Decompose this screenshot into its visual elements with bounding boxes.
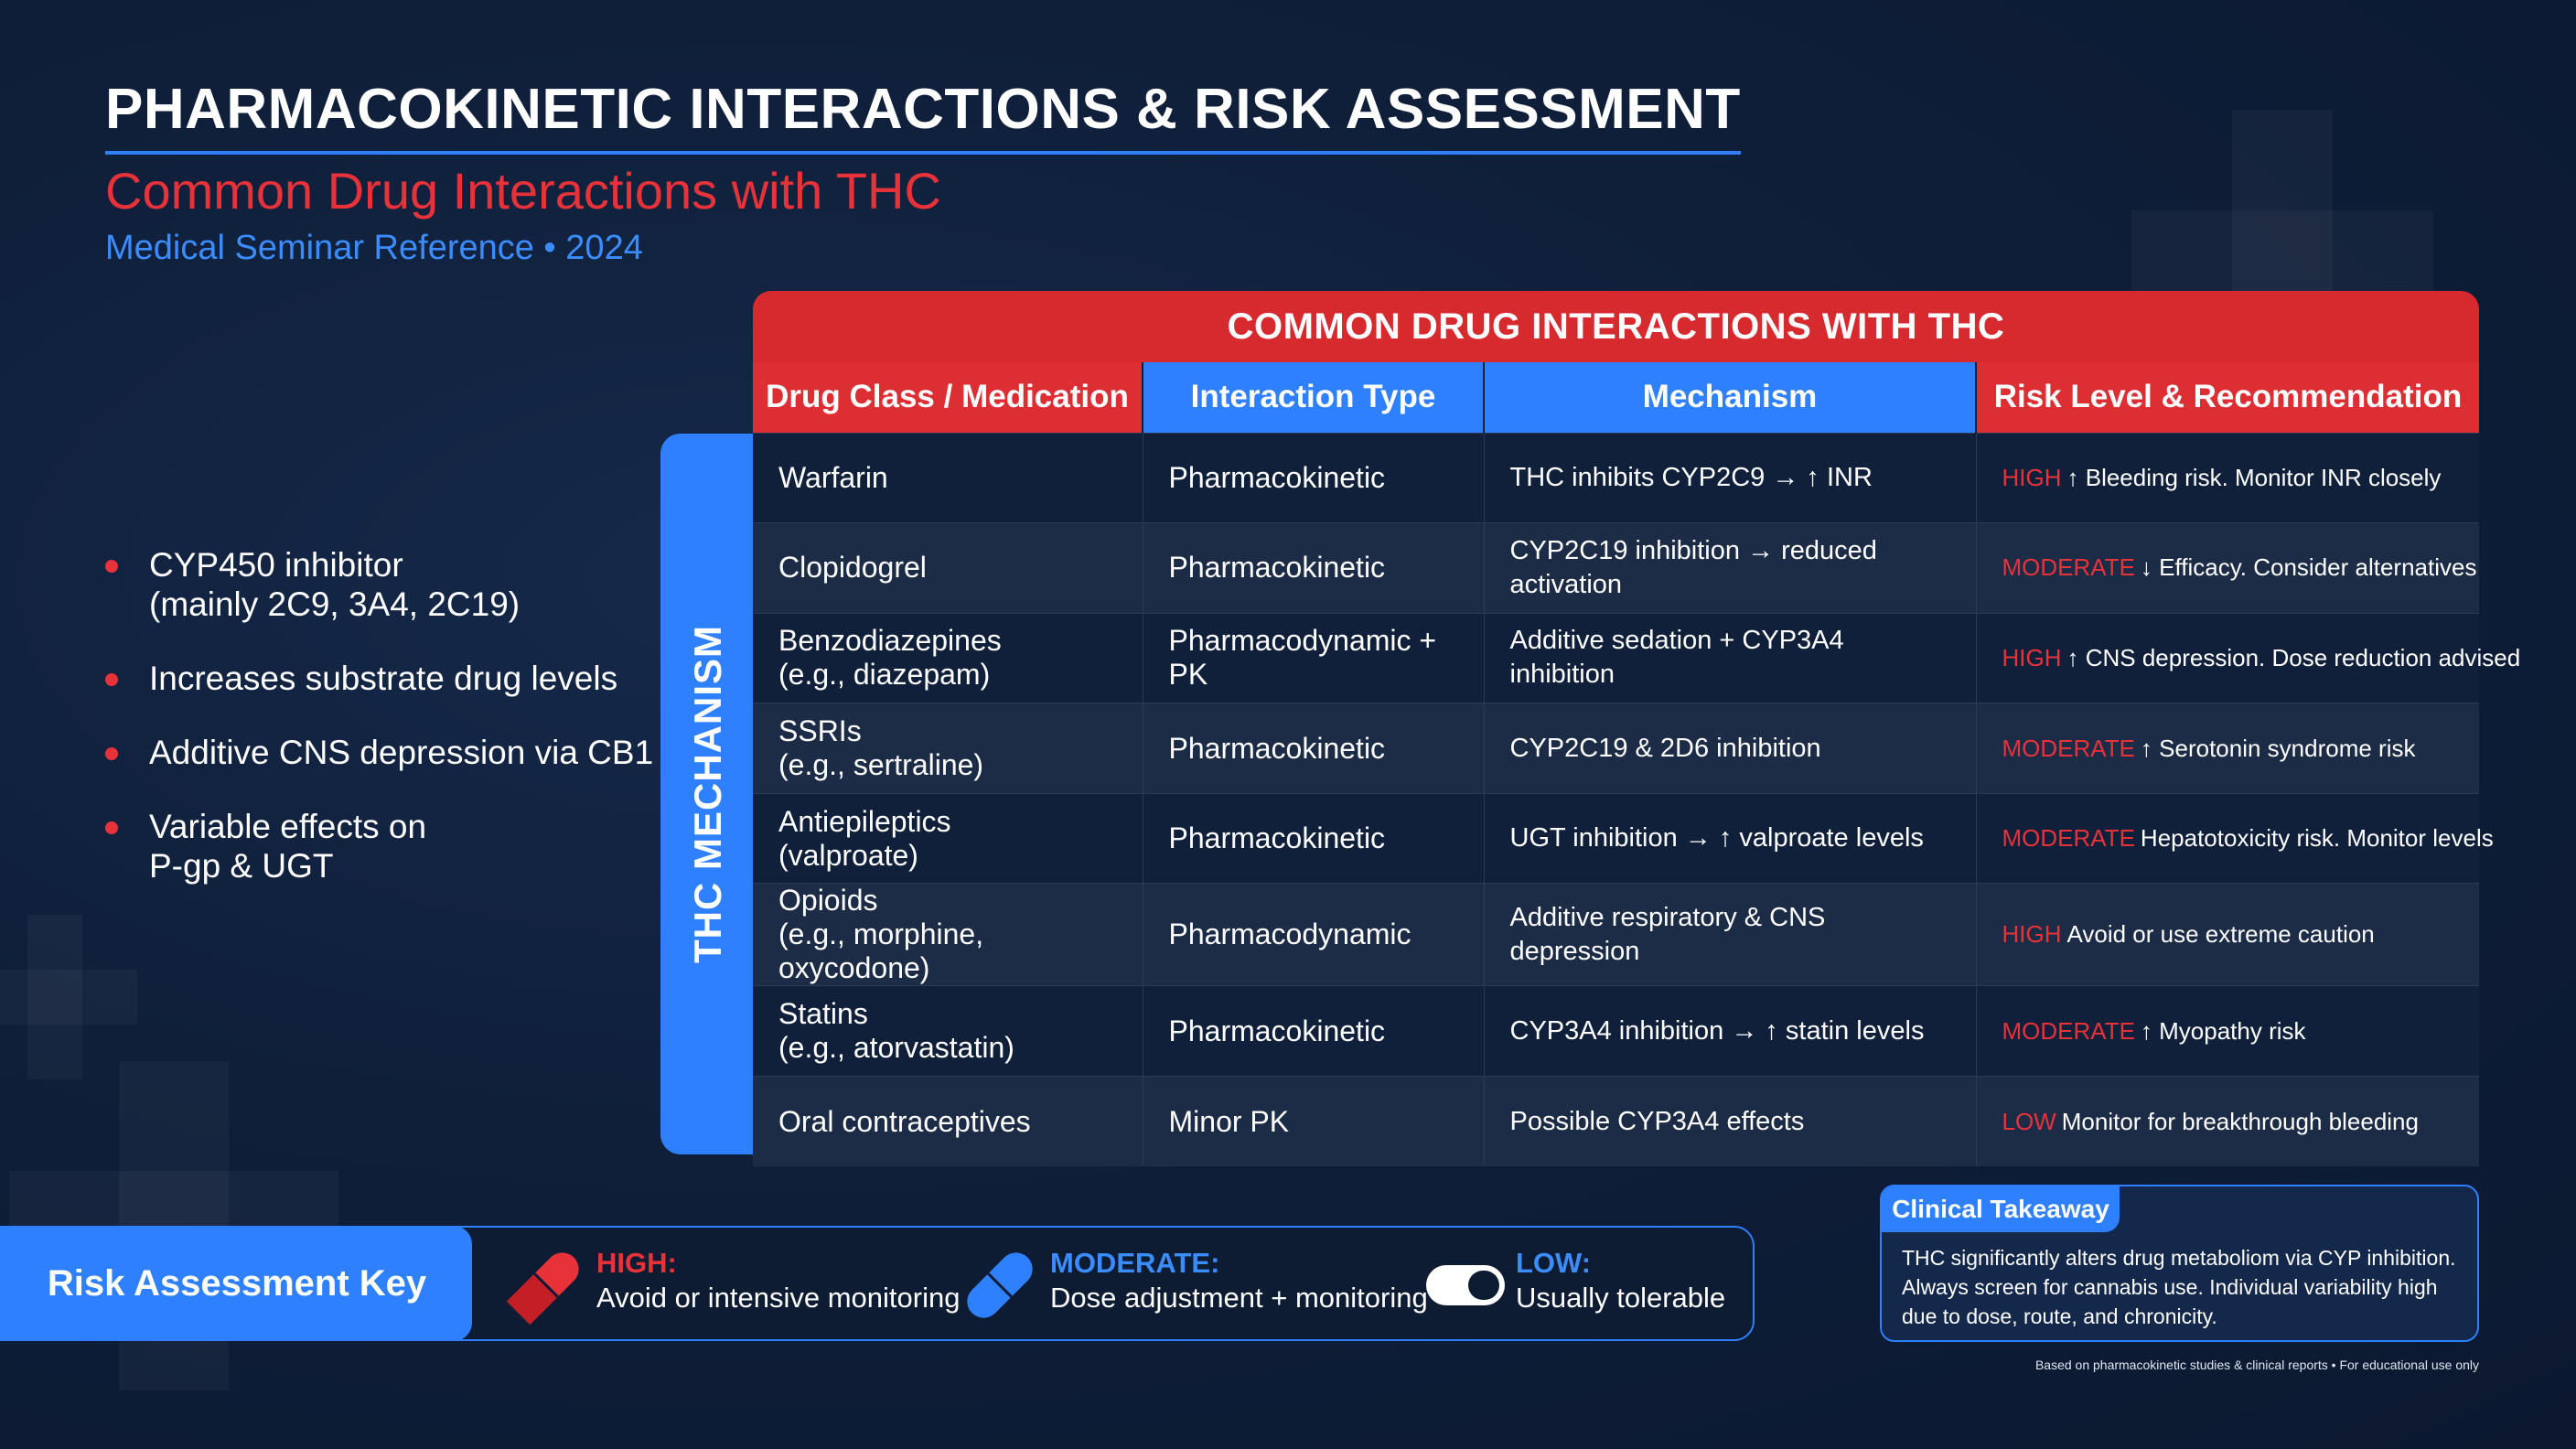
drug-cell: Oral contraceptives [753, 1076, 1143, 1167]
risk-recommendation: ↑ Myopathy risk [2140, 1016, 2306, 1045]
table-row: Oral contraceptives Minor PK Possible CY… [753, 1076, 2479, 1167]
table-row: Statins (e.g., atorvastatin) Pharmacokin… [753, 985, 2479, 1077]
table-row: Benzodiazepines (e.g., diazepam) Pharmac… [753, 612, 2520, 703]
interaction-type-cell: Pharmacodynamic [1143, 883, 1485, 986]
table-row: Warfarin Pharmacokinetic THC inhibits CY… [753, 432, 2479, 523]
interaction-type-cell: Pharmacokinetic [1143, 703, 1485, 794]
mechanism-cell: Additive respiratory & CNS depression [1484, 883, 1977, 986]
page-subtitle: Common Drug Interactions with THC [105, 162, 941, 220]
table-row: Opioids (e.g., morphine, oxycodone) Phar… [753, 883, 2479, 986]
page-title: PHARMACOKINETIC INTERACTIONS & RISK ASSE… [105, 77, 1741, 155]
mechanism-cell: CYP3A4 inhibition → ↑ statin levels [1484, 985, 1977, 1077]
mechanism-cell: Additive sedation + CYP3A4 inhibition [1484, 612, 1977, 703]
column-header-mechanism: Mechanism [1484, 362, 1977, 433]
drug-cell: Warfarin [753, 432, 1143, 523]
interaction-type-cell: Pharmacodynamic + PK [1143, 612, 1485, 703]
mechanism-cell: CYP2C19 & 2D6 inhibition [1484, 703, 1977, 794]
drug-cell: Antiepileptics (valproate) [753, 792, 1143, 884]
risk-level-label: MODERATE [2002, 734, 2135, 762]
column-header-interaction-type: Interaction Type [1143, 362, 1485, 433]
interaction-table: COMMON DRUG INTERACTIONS WITH THC Drug C… [753, 291, 2520, 1167]
background-cross [0, 970, 137, 1025]
risk-cell: LOW Monitor for breakthrough bleeding [1976, 1076, 2479, 1167]
table-row: Clopidogrel Pharmacokinetic CYP2C19 inhi… [753, 522, 2479, 614]
risk-level-label: MODERATE [2002, 1016, 2135, 1045]
mechanism-cell: CYP2C19 inhibition → reduced activation [1484, 522, 1977, 614]
thc-mechanism-side-label: THC MECHANISM [660, 434, 756, 1154]
risk-cell: MODERATE ↓ Efficacy. Consider alternative… [1976, 522, 2479, 614]
risk-cell: MODERATE ↑ Myopathy risk [1976, 985, 2479, 1077]
interaction-type-cell: Minor PK [1143, 1076, 1485, 1167]
takeaway-title: Clinical Takeaway [1882, 1186, 2120, 1232]
clinical-takeaway-box: Clinical Takeaway THC significantly alte… [1880, 1185, 2479, 1342]
risk-assessment-key: Risk Assessment Key HIGH: Avoid or inten… [0, 1226, 1755, 1341]
bullet-item: CYP450 inhibitor (mainly 2C9, 3A4, 2C19) [105, 545, 653, 624]
interaction-type-cell: Pharmacokinetic [1143, 522, 1485, 614]
bullet-item: Variable effects on P-gp & UGT [105, 807, 653, 886]
column-header-risk: Risk Level & Recommendation [1976, 362, 2479, 433]
drug-cell: Clopidogrel [753, 522, 1143, 614]
page-meta: Medical Seminar Reference • 2024 [105, 229, 643, 267]
key-description: Avoid or intensive monitoring [596, 1282, 961, 1314]
red-capsule-icon [506, 1252, 579, 1326]
risk-level-label: LOW [2002, 1107, 2056, 1135]
risk-recommendation: Hepatotoxicity risk. Monitor levels [2140, 824, 2494, 853]
risk-level-label: HIGH [2002, 920, 2062, 949]
table-banner: COMMON DRUG INTERACTIONS WITH THC [753, 291, 2479, 362]
drug-cell: Benzodiazepines (e.g., diazepam) [753, 612, 1143, 703]
risk-cell: HIGH ↑ CNS depression. Dose reduction adv… [1976, 612, 2520, 703]
risk-recommendation: ↑ CNS depression. Dose reduction advised [2066, 643, 2521, 671]
risk-cell: HIGH Avoid or use extreme caution [1976, 883, 2479, 986]
risk-recommendation: ↑ Bleeding risk. Monitor INR closely [2066, 463, 2442, 491]
risk-recommendation: Avoid or use extreme caution [2066, 920, 2375, 949]
key-level-label: HIGH: [596, 1247, 677, 1279]
risk-level-label: HIGH [2002, 643, 2062, 671]
table-row: SSRIs (e.g., sertraline) Pharmacokinetic… [753, 703, 2479, 794]
white-capsule-icon [1426, 1265, 1505, 1305]
key-title: Risk Assessment Key [2, 1226, 472, 1341]
takeaway-text: THC significantly alters drug metaboliom… [1902, 1246, 2456, 1328]
risk-level-label: HIGH [2002, 463, 2062, 491]
mechanism-bullet-list: CYP450 inhibitor (mainly 2C9, 3A4, 2C19)… [105, 545, 653, 920]
drug-cell: SSRIs (e.g., sertraline) [753, 703, 1143, 794]
risk-level-label: MODERATE [2002, 824, 2135, 853]
risk-recommendation: ↓ Efficacy. Consider alternatives [2140, 553, 2477, 582]
bullet-item: Increases substrate drug levels [105, 659, 653, 698]
risk-cell: MODERATE ↑ Serotonin syndrome risk [1976, 703, 2479, 794]
mechanism-cell: THC inhibits CYP2C9 → ↑ INR [1484, 432, 1977, 523]
risk-recommendation: Monitor for breakthrough bleeding [2061, 1107, 2419, 1135]
interaction-type-cell: Pharmacokinetic [1143, 792, 1485, 884]
key-description: Usually tolerable [1516, 1282, 1726, 1314]
blue-capsule-icon [967, 1252, 1033, 1318]
drug-cell: Opioids (e.g., morphine, oxycodone) [753, 883, 1143, 986]
bullet-item: Additive CNS depression via CB1 [105, 733, 653, 772]
risk-cell: HIGH ↑ Bleeding risk. Monitor INR closely [1976, 432, 2479, 523]
key-level-label: MODERATE: [1050, 1247, 1220, 1279]
risk-level-label: MODERATE [2002, 553, 2135, 582]
footnote: Based on pharmacokinetic studies & clini… [2034, 1358, 2479, 1372]
interaction-type-cell: Pharmacokinetic [1143, 985, 1485, 1077]
side-label-text: THC MECHANISM [686, 625, 730, 963]
drug-cell: Statins (e.g., atorvastatin) [753, 985, 1143, 1077]
column-header-drug: Drug Class / Medication [753, 362, 1143, 433]
mechanism-cell: UGT inhibition → ↑ valproate levels [1484, 792, 1977, 884]
mechanism-cell: Possible CYP3A4 effects [1484, 1076, 1977, 1167]
key-description: Dose adjustment + monitoring [1050, 1282, 1428, 1314]
risk-cell: MODERATE Hepatotoxicity risk. Monitor lev… [1976, 792, 2494, 884]
key-level-label: LOW: [1516, 1247, 1592, 1279]
risk-recommendation: ↑ Serotonin syndrome risk [2140, 734, 2416, 762]
interaction-type-cell: Pharmacokinetic [1143, 432, 1485, 523]
table-row: Antiepileptics (valproate) Pharmacokinet… [753, 792, 2494, 884]
